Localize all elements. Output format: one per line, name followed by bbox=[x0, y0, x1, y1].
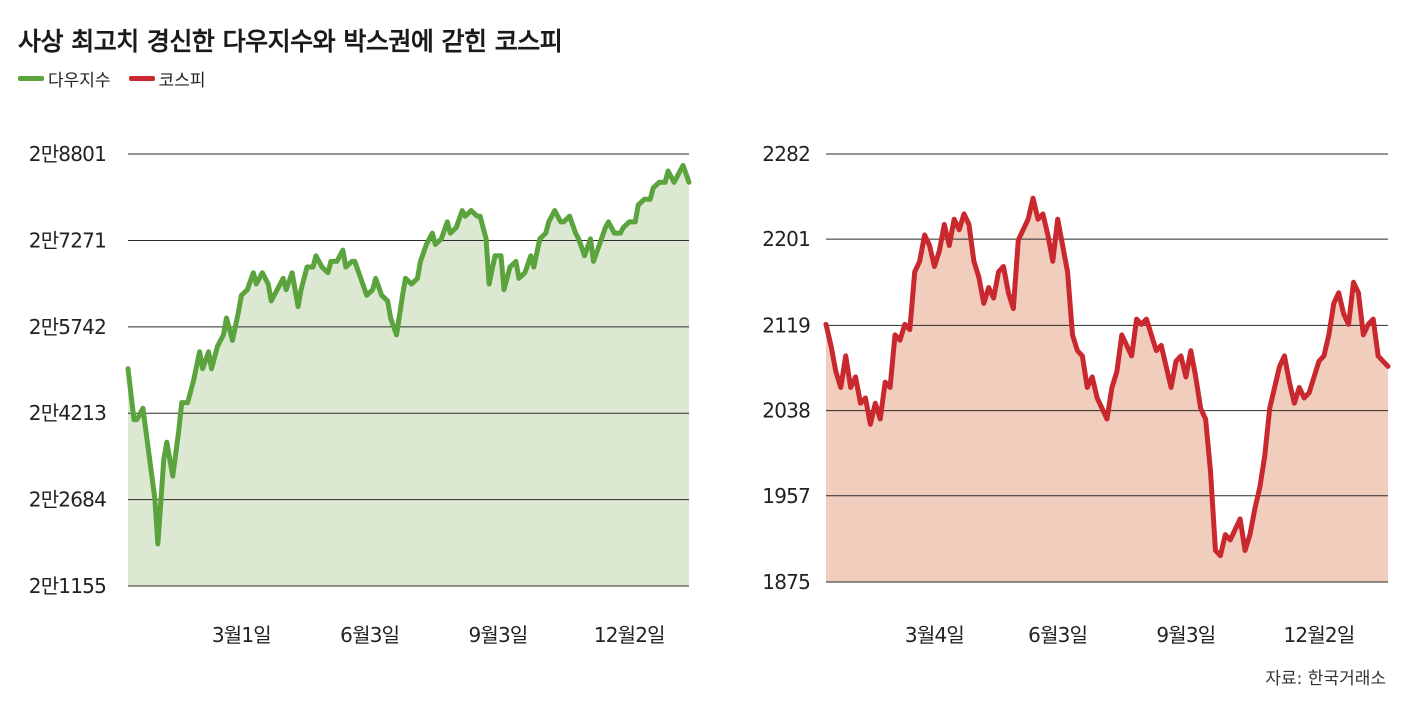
dow-y-tick-label-1: 2만7271 bbox=[29, 228, 106, 252]
dow-x-tick-label-2: 9월3일 bbox=[468, 623, 527, 647]
chart-title: 사상 최고치 경신한 다우지수와 박스권에 갇힌 코스피 bbox=[18, 27, 563, 56]
dow-area-fill bbox=[128, 165, 689, 587]
dow-y-tick-label-4: 2만2684 bbox=[29, 488, 106, 512]
dow-y-tick-label-3: 2만4213 bbox=[29, 401, 106, 425]
kospi-y-tick-label-5: 1875 bbox=[762, 570, 810, 594]
dow-x-tick-label-3: 12월2일 bbox=[594, 623, 665, 647]
kospi-y-tick-label-4: 1957 bbox=[762, 484, 810, 508]
kospi-x-tick-label-1: 6월3일 bbox=[1028, 623, 1087, 647]
dow-y-tick-label-5: 2만1155 bbox=[29, 574, 106, 598]
dow-x-tick-label-0: 3월1일 bbox=[212, 623, 271, 647]
kospi-x-tick-label-0: 3월4일 bbox=[905, 623, 964, 647]
source-note: 자료: 한국거래소 bbox=[1265, 669, 1386, 689]
legend-swatch-dow bbox=[18, 76, 44, 81]
kospi-y-tick-label-1: 2201 bbox=[762, 227, 810, 251]
kospi-area-fill bbox=[826, 198, 1388, 582]
legend-label-dow: 다우지수 bbox=[48, 71, 111, 91]
kospi-x-tick-label-3: 12월2일 bbox=[1283, 623, 1354, 647]
legend: 다우지수 코스피 bbox=[18, 66, 223, 91]
dow-series-line bbox=[125, 162, 692, 547]
legend-label-kospi: 코스피 bbox=[158, 71, 206, 91]
kospi-x-tick-label-2: 9월3일 bbox=[1156, 623, 1215, 647]
dow-y-tick-label-0: 2만8801 bbox=[29, 142, 106, 166]
legend-item-kospi: 코스피 bbox=[128, 66, 206, 91]
legend-swatch-kospi bbox=[128, 76, 155, 81]
legend-item-dow: 다우지수 bbox=[18, 66, 111, 91]
kospi-y-tick-label-2: 2119 bbox=[762, 313, 810, 337]
kospi-y-tick-label-0: 2282 bbox=[762, 142, 810, 166]
kospi-series-line bbox=[823, 195, 1391, 559]
dow-x-tick-label-1: 6월3일 bbox=[340, 623, 399, 647]
dow-y-tick-label-2: 2만5742 bbox=[29, 315, 106, 339]
kospi-y-tick-label-3: 2038 bbox=[762, 399, 810, 423]
